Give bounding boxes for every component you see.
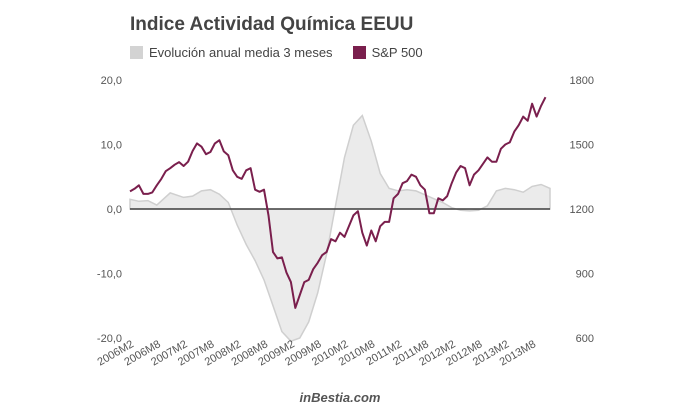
line-layer	[129, 96, 547, 309]
legend-swatch-sp500	[352, 46, 366, 59]
chart-title: Indice Actividad Química EEUU	[130, 14, 414, 35]
x-axis: 2006M22006M82007M22007M82008M22008M82009…	[96, 338, 539, 368]
line-series-sp500	[129, 96, 547, 309]
y-left-tick-label: -10,0	[97, 269, 122, 281]
y-left-tick-label: -20,0	[97, 333, 122, 345]
legend-item-sp500: S&P 500	[352, 45, 423, 60]
y-right-tick-label: 1500	[570, 140, 594, 152]
y-left-tick-label: 0,0	[107, 204, 122, 216]
y-axis-left: -20,0 -10,0 0,0 10,0 20,0	[97, 75, 122, 345]
y-right-tick-label: 600	[576, 333, 594, 345]
y-right-tick-label: 1200	[570, 204, 594, 216]
source-credit: inBestia.com	[299, 390, 381, 405]
legend-swatch-chemical-index	[130, 46, 143, 59]
legend-label-sp500: S&P 500	[371, 45, 423, 60]
area-series-chemical-index	[129, 114, 551, 343]
chart-legend: Evolución anual media 3 meses S&P 500	[130, 45, 443, 60]
y-right-tick-label: 900	[576, 269, 594, 281]
y-right-tick-label: 1800	[570, 75, 594, 87]
legend-item-chemical-index: Evolución anual media 3 meses	[130, 45, 333, 60]
y-axis-right: 600 900 1200 1500 1800	[570, 75, 594, 345]
y-left-tick-label: 10,0	[101, 140, 122, 152]
legend-label-chemical-index: Evolución anual media 3 meses	[149, 45, 333, 60]
y-left-tick-label: 20,0	[101, 75, 122, 87]
area-layer	[129, 114, 551, 343]
